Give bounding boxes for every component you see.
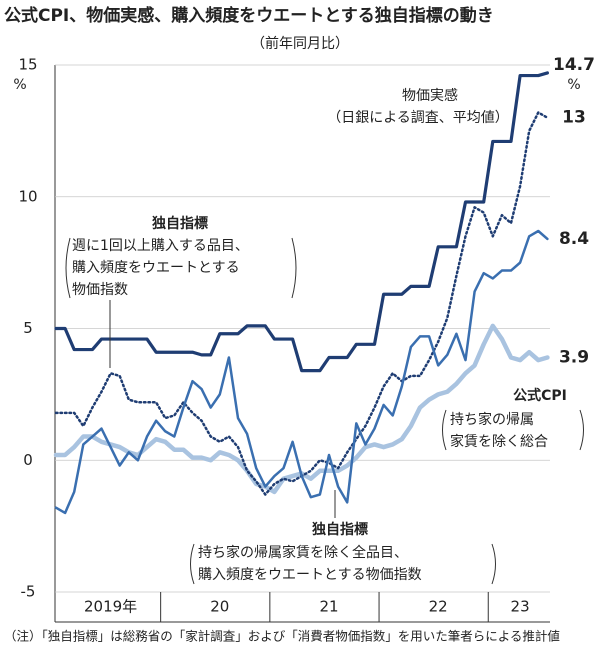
y-unit: % xyxy=(13,77,26,93)
end-label: 14.7 xyxy=(553,55,595,75)
series-label: 独自指標 xyxy=(312,521,368,538)
annotation: （日銀による調査、平均値） xyxy=(327,110,509,126)
annotations: 物価実感 （日銀による調査、平均値） 独自指標 週に1回以上購入する品目、 購入… xyxy=(65,87,584,585)
bracket xyxy=(491,543,496,585)
y-tick-label: 0 xyxy=(23,451,33,469)
chart-subtitle: （前年同月比） xyxy=(251,35,349,52)
end-unit: % xyxy=(567,77,580,93)
bracket xyxy=(65,237,71,299)
bracket xyxy=(579,409,584,451)
x-tick-label: 21 xyxy=(319,598,338,616)
series-label: 独自指標 xyxy=(152,215,208,232)
grid xyxy=(55,64,550,593)
end-label: 8.4 xyxy=(559,229,589,249)
bracket xyxy=(291,237,297,299)
series-line xyxy=(54,71,550,373)
end-label: 3.9 xyxy=(559,347,589,367)
series-line xyxy=(54,229,549,515)
annotation: 週に1回以上購入する品目、 xyxy=(72,238,249,254)
x-tick-label: 22 xyxy=(429,598,448,616)
series-label: 物価実感 xyxy=(402,87,458,104)
series-label: 公式CPI xyxy=(513,387,567,404)
series-line xyxy=(53,323,550,495)
bracket xyxy=(442,409,447,451)
x-tick-label: 20 xyxy=(210,598,229,616)
end-label: 13 xyxy=(562,108,586,128)
y-tick-label: 5 xyxy=(23,319,33,337)
y-tick-label: 10 xyxy=(18,187,37,205)
y-tick-label: -5 xyxy=(21,583,36,601)
annotation: 家賃を除く総合 xyxy=(450,433,548,450)
y-tick-label: 15 xyxy=(18,56,37,74)
annotation: 持ち家の帰属 xyxy=(450,411,534,428)
annotation: 購入頻度をウエートとする物価指数 xyxy=(198,567,422,583)
x-tick-label: 2019年 xyxy=(84,598,137,616)
lines xyxy=(53,71,550,515)
bracket xyxy=(190,543,195,585)
annotation: 購入頻度をウエートとする xyxy=(72,260,240,276)
chart-title: 公式CPI、物価実感、購入頻度をウエートとする独自指標の動き xyxy=(4,5,494,26)
annotation: 持ち家の帰属家賃を除く全品目、 xyxy=(198,544,408,561)
note: （注）「独自指標」は総務省の「家計調査」および「消費者物価指数」を用いた筆者らに… xyxy=(4,629,560,644)
x-tick-label: 23 xyxy=(511,598,530,616)
annotation: 物価指数 xyxy=(72,282,128,298)
